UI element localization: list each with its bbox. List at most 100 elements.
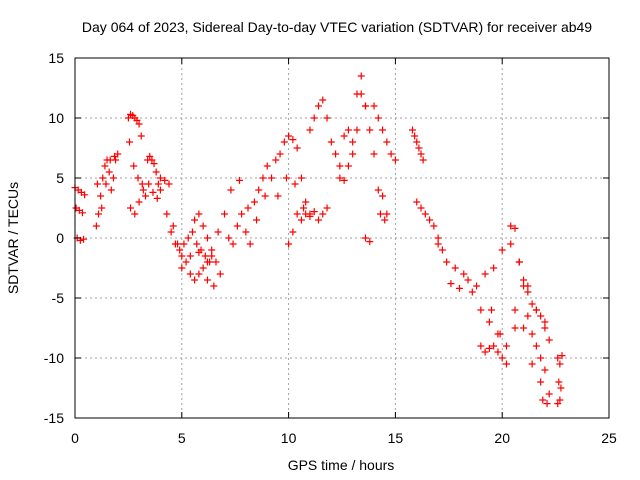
data-point [332,150,340,158]
data-point [520,276,528,284]
x-tick-label: 25 [601,430,617,446]
x-tick-label: 15 [388,430,404,446]
data-point [381,216,389,224]
data-point [327,138,335,146]
data-point [149,188,157,196]
series-segment-8 [221,162,271,248]
data-point [182,258,190,266]
data-point [203,276,211,284]
data-point [464,276,472,284]
data-point [319,210,327,218]
data-point [199,222,207,230]
data-point [233,222,241,230]
x-tick-label: 10 [281,430,297,446]
data-point [496,330,504,338]
data-point [520,324,528,332]
data-point [156,174,164,182]
data-point [473,282,481,290]
data-point [524,288,532,296]
data-point [434,240,442,248]
data-point [376,210,384,218]
data-point [193,240,201,248]
data-point [229,240,237,248]
data-point [361,234,369,242]
data-point [417,204,425,212]
data-point [145,180,153,188]
data-point [93,180,101,188]
data-point [250,198,258,206]
data-point [163,210,171,218]
data-point [306,126,314,134]
data-point [460,270,468,278]
data-point [203,234,211,242]
series-segment-18 [507,222,553,398]
data-point [186,270,194,278]
data-point [370,150,378,158]
data-point [357,90,365,98]
data-point [135,198,143,206]
y-tick-labels: -15 -10 -5 0 5 10 15 [44,50,64,426]
x-tick-label: 0 [71,430,79,446]
data-point [199,264,207,272]
data-point [152,168,160,176]
data-point [374,186,382,194]
series-segment-15 [434,240,519,350]
data-point [106,156,114,164]
data-point [184,234,192,242]
data-point [161,176,169,184]
data-point [532,342,540,350]
data-point [165,180,173,188]
data-point [361,102,369,110]
data-point [141,192,149,200]
series-segment-12 [336,90,391,218]
data-point [554,354,562,362]
data-point [221,210,229,218]
data-point [263,162,271,170]
y-tick-label: 10 [48,110,64,126]
data-point [319,96,327,104]
data-point [138,180,146,188]
data-point [379,192,387,200]
x-tick-label: 5 [178,430,186,446]
data-points [71,72,566,408]
data-point [455,284,463,292]
data-point [556,360,564,368]
data-point [285,132,293,140]
data-point [443,258,451,266]
data-point [186,252,194,260]
data-point [541,324,549,332]
data-point [344,162,352,170]
data-point [178,264,186,272]
data-point [191,276,199,284]
data-point [109,174,117,182]
series-segment-17 [477,306,510,368]
series-segment-16 [447,240,549,326]
data-point [92,222,100,230]
data-point [212,258,220,266]
data-point [310,208,318,216]
data-point [336,162,344,170]
data-point [180,240,188,248]
data-point [201,252,209,260]
data-point [430,222,438,230]
data-point [178,252,186,260]
data-point [502,360,510,368]
y-tick-label: -10 [44,350,64,366]
data-point [81,191,89,199]
series-segment-7 [191,210,224,290]
series-segment-10 [285,204,331,248]
data-point [272,156,280,164]
series-segment-4 [144,152,164,202]
data-point [150,160,158,168]
y-tick-label: 15 [48,50,64,66]
data-point [417,150,425,158]
series-segment-3 [124,110,149,218]
data-point [528,360,536,368]
data-point [545,390,553,398]
data-point [101,162,109,170]
data-point [528,330,536,338]
data-point [133,116,141,124]
data-point [421,210,429,218]
data-point [124,114,132,122]
